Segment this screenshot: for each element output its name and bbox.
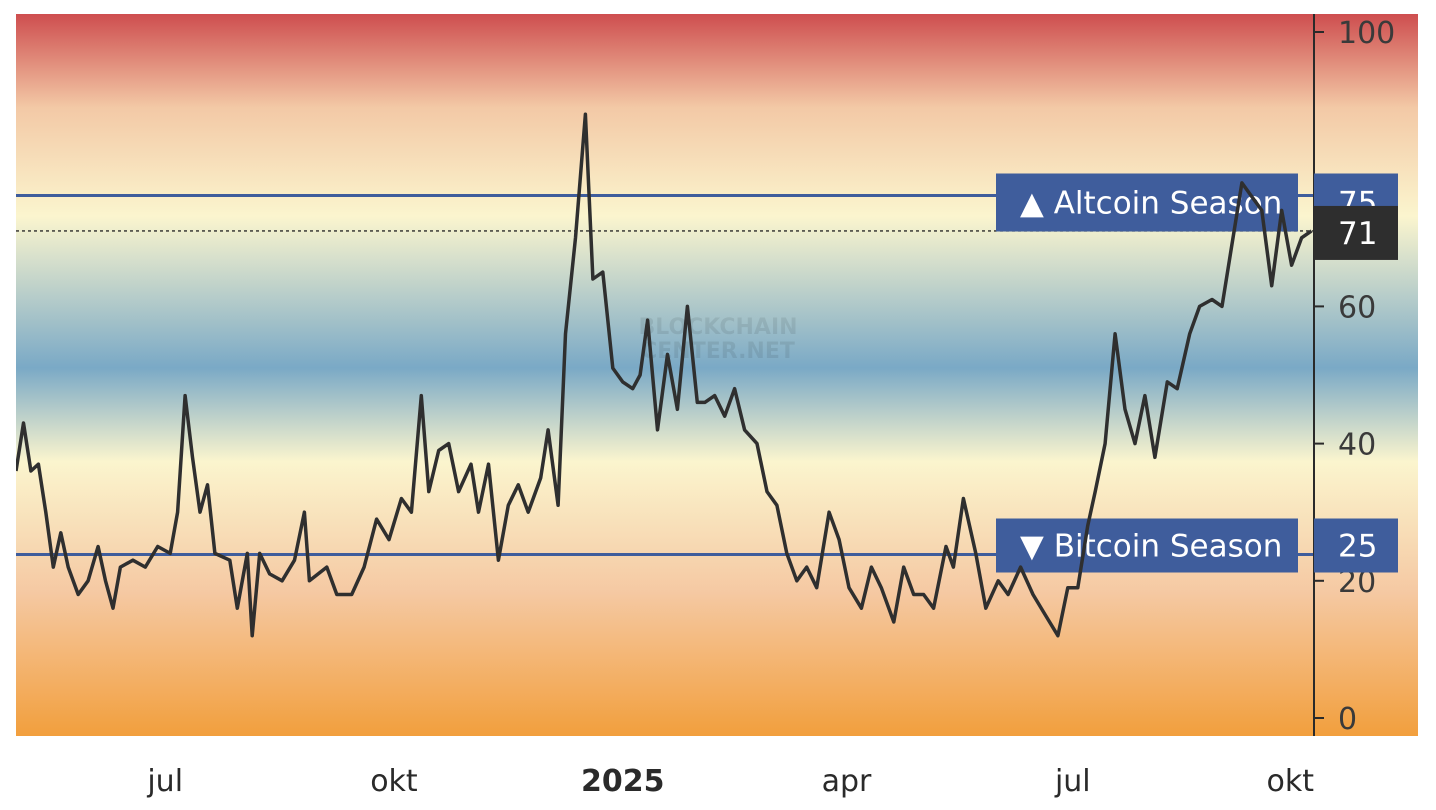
bitcoin-value-tag: 25 — [1314, 518, 1398, 573]
x-tick-label: jul — [1054, 764, 1091, 799]
current-value-tag: 71 — [1314, 205, 1398, 260]
x-tick-label: apr — [822, 764, 872, 799]
x-tick-label: 2025 — [581, 764, 665, 799]
bitcoin-value-box — [1314, 518, 1398, 573]
x-tick-label: okt — [1267, 764, 1315, 799]
x-tick-label: jul — [146, 764, 183, 799]
bitcoin-label-box — [996, 518, 1298, 573]
x-axis-background — [16, 736, 1418, 810]
series-group — [16, 112, 1313, 638]
bitcoin-season-label: ▼ Bitcoin Season — [996, 518, 1298, 573]
altcoin-label-text: ▲ Altcoin Season — [1020, 186, 1282, 222]
bitcoin-value-text: 25 — [1338, 529, 1377, 565]
current-value-box — [1314, 205, 1398, 260]
y-tick-label: 0 — [1338, 702, 1357, 737]
series-line-0 — [16, 112, 1313, 638]
x-tick-label: okt — [370, 764, 418, 799]
y-tick-label: 100 — [1338, 16, 1395, 51]
x-axis: jul okt 2025 apr jul okt — [146, 764, 1314, 799]
y-tick-label: 60 — [1338, 290, 1376, 325]
watermark-line1: BLOCKCHAIN — [638, 315, 797, 340]
y-tick-label: 40 — [1338, 428, 1376, 463]
altcoin-label-box — [996, 173, 1298, 232]
watermark-line2: CENTER.NET — [641, 339, 795, 364]
bitcoin-label-text: ▼ Bitcoin Season — [1020, 529, 1282, 565]
plot-background — [16, 14, 1418, 736]
current-value-text: 71 — [1338, 216, 1377, 252]
altcoin-season-label: ▲ Altcoin Season — [996, 173, 1298, 232]
